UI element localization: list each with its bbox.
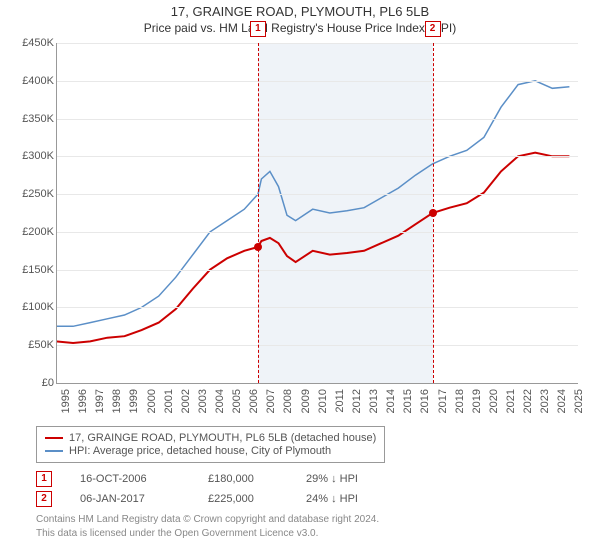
y-tick-label: £450K <box>6 37 54 49</box>
y-tick-label: £350K <box>6 113 54 125</box>
x-tick-label: 2024 <box>556 389 568 413</box>
event-marker-box: 1 <box>250 21 266 37</box>
y-tick-label: £0 <box>6 377 54 389</box>
plot-area: 12 <box>56 43 578 383</box>
x-tick-label: 1999 <box>128 389 140 413</box>
legend-box: 17, GRAINGE ROAD, PLYMOUTH, PL6 5LB (det… <box>36 426 385 463</box>
legend-swatch <box>45 437 63 439</box>
y-tick-label: £50K <box>6 339 54 351</box>
footnote: Contains HM Land Registry data © Crown c… <box>36 513 576 540</box>
event-line <box>258 43 259 383</box>
x-tick-label: 2007 <box>265 389 277 413</box>
x-tick-label: 2006 <box>248 389 260 413</box>
x-tick-label: 1997 <box>94 389 106 413</box>
datapoint-delta: 24% ↓ HPI <box>306 493 396 505</box>
chart-title-subtitle: Price paid vs. HM Land Registry's House … <box>0 21 600 35</box>
x-tick-label: 2019 <box>471 389 483 413</box>
chart-area: £0£50K£100K£150K£200K£250K£300K£350K£400… <box>56 43 578 383</box>
x-tick-label: 2013 <box>368 389 380 413</box>
footnote-line: Contains HM Land Registry data © Crown c… <box>36 513 576 527</box>
x-tick-label: 2003 <box>197 389 209 413</box>
gridline <box>56 156 578 157</box>
datapoint-date: 16-OCT-2006 <box>80 473 180 485</box>
legend-label: HPI: Average price, detached house, City… <box>69 445 331 457</box>
legend-and-data-block: 17, GRAINGE ROAD, PLYMOUTH, PL6 5LB (det… <box>36 426 576 540</box>
chart-lines-svg <box>56 43 578 383</box>
x-tick-label: 1996 <box>77 389 89 413</box>
x-tick-label: 2022 <box>522 389 534 413</box>
y-tick-label: £100K <box>6 301 54 313</box>
datapoint-delta: 29% ↓ HPI <box>306 473 396 485</box>
x-tick-label: 2001 <box>163 389 175 413</box>
gridline <box>56 194 578 195</box>
x-tick-label: 2020 <box>488 389 500 413</box>
x-tick-label: 2021 <box>505 389 517 413</box>
x-tick-label: 2011 <box>334 389 346 413</box>
chart-title-address: 17, GRAINGE ROAD, PLYMOUTH, PL6 5LB <box>0 4 600 19</box>
series-marker-dot <box>429 209 437 217</box>
x-tick-label: 2009 <box>300 389 312 413</box>
legend-swatch <box>45 450 63 452</box>
x-tick-label: 2010 <box>317 389 329 413</box>
gridline <box>56 307 578 308</box>
y-axis: £0£50K£100K£150K£200K£250K£300K£350K£400… <box>6 43 54 383</box>
x-tick-label: 2025 <box>573 389 585 413</box>
gridline <box>56 232 578 233</box>
x-tick-label: 2005 <box>231 389 243 413</box>
datapoint-row: 2 06-JAN-2017 £225,000 24% ↓ HPI <box>36 491 576 507</box>
x-tick-label: 2012 <box>351 389 363 413</box>
gridline <box>56 270 578 271</box>
x-tick-label: 1995 <box>60 389 72 413</box>
datapoint-rows: 1 16-OCT-2006 £180,000 29% ↓ HPI 2 06-JAN-201… <box>36 471 576 507</box>
y-tick-label: £150K <box>6 264 54 276</box>
x-tick-label: 2004 <box>214 389 226 413</box>
y-axis-line <box>56 43 57 383</box>
x-tick-label: 2014 <box>385 389 397 413</box>
datapoint-price: £180,000 <box>208 473 278 485</box>
x-tick-label: 2018 <box>454 389 466 413</box>
gridline <box>56 43 578 44</box>
y-tick-label: £250K <box>6 188 54 200</box>
footnote-line: This data is licensed under the Open Gov… <box>36 527 576 541</box>
datapoint-index-box: 2 <box>36 491 52 507</box>
legend-item: 17, GRAINGE ROAD, PLYMOUTH, PL6 5LB (det… <box>45 432 376 444</box>
x-tick-label: 2016 <box>419 389 431 413</box>
datapoint-price: £225,000 <box>208 493 278 505</box>
y-tick-label: £400K <box>6 75 54 87</box>
x-tick-label: 2002 <box>180 389 192 413</box>
legend-label: 17, GRAINGE ROAD, PLYMOUTH, PL6 5LB (det… <box>69 432 376 444</box>
event-marker-box: 2 <box>425 21 441 37</box>
y-tick-label: £300K <box>6 150 54 162</box>
x-tick-label: 2000 <box>146 389 158 413</box>
legend-item: HPI: Average price, detached house, City… <box>45 445 376 457</box>
x-tick-label: 1998 <box>111 389 123 413</box>
x-tick-label: 2023 <box>539 389 551 413</box>
x-tick-label: 2017 <box>437 389 449 413</box>
x-axis: 1995 1996 1997 1998 1999 2000 2001 2002 2003 2004… <box>56 383 578 423</box>
x-tick-label: 2015 <box>402 389 414 413</box>
x-tick-label: 2008 <box>282 389 294 413</box>
gridline <box>56 81 578 82</box>
datapoint-index-box: 1 <box>36 471 52 487</box>
series-marker-dot <box>254 243 262 251</box>
gridline <box>56 345 578 346</box>
series-line-price_paid <box>56 153 569 343</box>
datapoint-row: 1 16-OCT-2006 £180,000 29% ↓ HPI <box>36 471 576 487</box>
y-tick-label: £200K <box>6 226 54 238</box>
gridline <box>56 119 578 120</box>
datapoint-date: 06-JAN-2017 <box>80 493 180 505</box>
